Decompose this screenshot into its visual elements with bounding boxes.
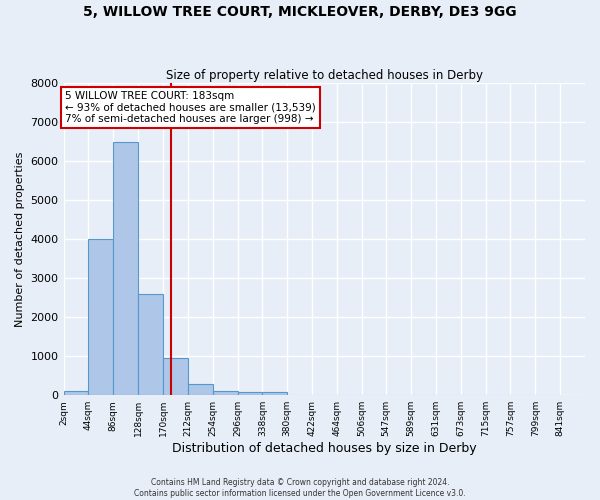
Y-axis label: Number of detached properties: Number of detached properties [15,152,25,327]
Bar [64,392,88,395]
Bar [88,239,113,395]
Bar [138,294,163,395]
Bar [113,142,138,395]
X-axis label: Distribution of detached houses by size in Derby: Distribution of detached houses by size … [172,442,476,455]
Bar [238,392,262,395]
Bar [212,390,238,395]
Bar [188,384,212,395]
Bar [163,358,188,395]
Text: 5 WILLOW TREE COURT: 183sqm
← 93% of detached houses are smaller (13,539)
7% of : 5 WILLOW TREE COURT: 183sqm ← 93% of det… [65,91,316,124]
Text: 5, WILLOW TREE COURT, MICKLEOVER, DERBY, DE3 9GG: 5, WILLOW TREE COURT, MICKLEOVER, DERBY,… [83,5,517,19]
Bar [262,392,287,395]
Text: Contains HM Land Registry data © Crown copyright and database right 2024.
Contai: Contains HM Land Registry data © Crown c… [134,478,466,498]
Title: Size of property relative to detached houses in Derby: Size of property relative to detached ho… [166,69,483,82]
